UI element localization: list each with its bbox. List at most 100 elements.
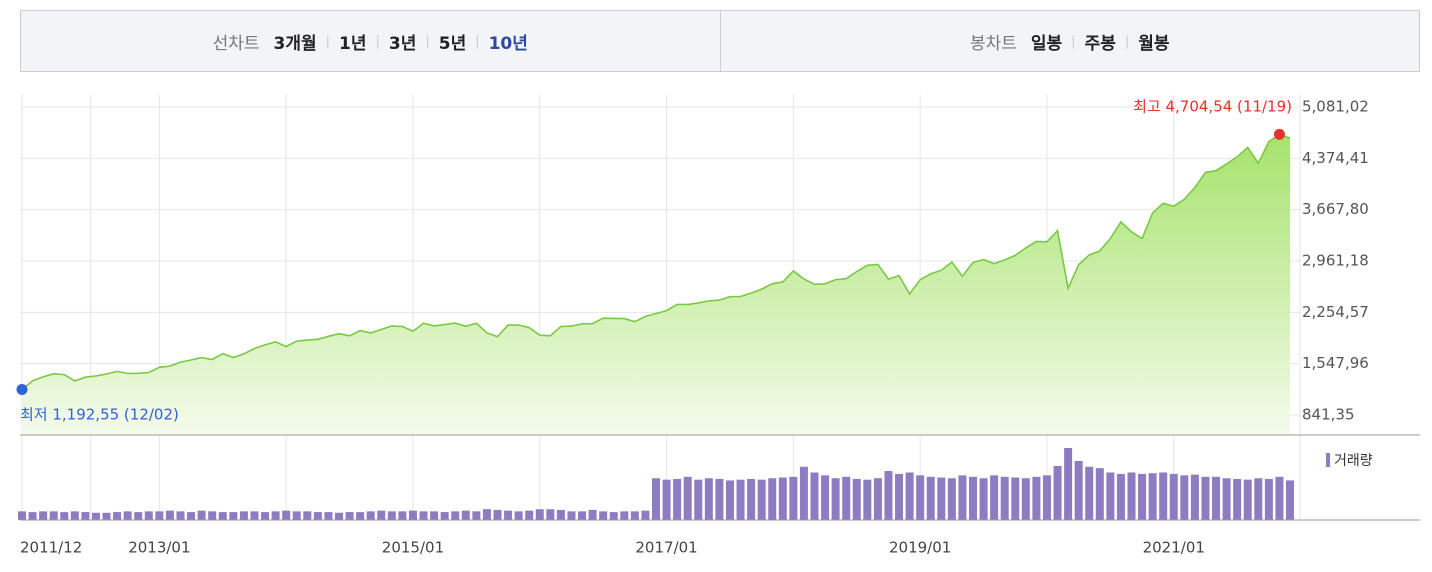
volume-bar [1138,473,1147,520]
volume-bar [387,511,396,520]
volume-bar [525,510,534,520]
period-tab[interactable]: 10년 [488,33,528,54]
volume-bar [789,476,798,520]
volume-bar [39,511,48,520]
volume-bar [736,479,745,520]
volume-bar [863,479,872,520]
volume-bar [641,510,650,520]
y-tick-label: 1,547,96 [1302,354,1369,372]
y-tick-label: 3,667,80 [1302,200,1369,218]
period-tab[interactable]: 주봉 [1084,33,1116,54]
x-tick-label: 2013/01 [128,539,190,557]
volume-bar [1127,472,1136,520]
volume-bar [461,510,470,520]
volume-bar [1212,476,1221,520]
period-tab[interactable]: 3년 [388,33,417,54]
separator: | [1071,33,1076,49]
volume-bar [1190,474,1199,520]
legend-swatch [1326,453,1330,467]
volume-bar [1085,466,1094,520]
volume-bar [694,479,703,520]
tab-bar: 선차트 3개월 | 1년 | 3년 | 5년 | 10년 봉차트 일봉 | 주봉 | 월봉 [20,10,1420,72]
volume-bar [1201,476,1210,520]
volume-bar [1000,476,1009,520]
volume-bar [926,476,935,520]
period-tab[interactable]: 3개월 [273,33,317,54]
volume-bar [683,476,692,520]
volume-bar [969,476,977,520]
volume-bar [1011,477,1020,520]
volume-bar [546,509,555,520]
volume-bar [282,510,291,520]
volume-bar [652,478,660,520]
x-tick-label: 2011/12 [20,539,82,557]
y-tick-label: 4,374,41 [1302,149,1369,167]
volume-bar [165,510,174,520]
line [21,133,1291,391]
volume-bar [1021,478,1030,520]
volume-bar [916,475,925,520]
volume-bar [514,511,523,520]
volume-bar [419,511,428,520]
volume-bar [91,512,100,520]
max-dot [1273,128,1285,140]
x-tick-label: 2017/01 [635,539,697,557]
volume-bar [884,471,893,520]
volume-bar [208,511,217,520]
volume-bar [578,511,587,520]
x-tick-label: 2021/01 [1143,539,1205,557]
volume-bar [504,510,513,520]
period-tab[interactable]: 5년 [438,33,467,54]
area [22,134,1290,435]
volume-bar [958,475,967,520]
volume-bar [609,512,618,520]
volume-bar [842,476,851,520]
volume-bar [398,511,407,520]
volume-bar [292,511,301,520]
x-tick-label: 2015/01 [382,539,444,557]
max-label: 최고 4,704,54 (11/19) [1133,98,1292,116]
volume-bar [271,511,280,520]
volume-bar [1222,478,1231,520]
volume-bar [662,479,671,520]
volume-bar [377,510,386,520]
volume-bar [810,472,819,520]
volume-bar [49,511,58,520]
volume-bar [430,511,439,520]
volume-bar [757,479,766,520]
volume-bar [81,512,90,520]
period-tab[interactable]: 1년 [339,33,367,54]
volume-bar [218,512,227,520]
separator: | [375,33,380,49]
separator: | [475,33,480,49]
y-tick-label: 841,35 [1302,406,1355,424]
volume-bar [821,475,830,520]
volume-bar [250,511,259,520]
volume-bar [1264,478,1273,520]
volume-bar [1159,472,1168,520]
line-tabs: 선차트 3개월 | 1년 | 3년 | 5년 | 10년 [21,11,720,71]
separator: | [325,33,331,49]
volume-bar [905,472,914,520]
volume-bar [451,511,460,520]
period-tab[interactable]: 월봉 [1138,33,1170,54]
volume-bar [799,466,808,520]
volume-bar [873,478,882,520]
volume-bar [1032,476,1041,520]
volume-bar [768,478,777,520]
volume-bar [324,512,333,520]
volume-bar [1042,475,1051,520]
volume-bar [1053,466,1062,520]
volume-bar [1148,473,1157,520]
volume-bar [102,512,111,520]
separator: | [425,33,430,49]
period-tab[interactable]: 일봉 [1030,33,1063,54]
volume-bar [567,511,576,520]
volume-bar [335,512,343,520]
volume-bar [134,512,143,520]
volume-bar [176,511,185,520]
volume-bar [1106,472,1115,520]
volume-bar [60,512,69,520]
volume-bar [599,511,608,520]
